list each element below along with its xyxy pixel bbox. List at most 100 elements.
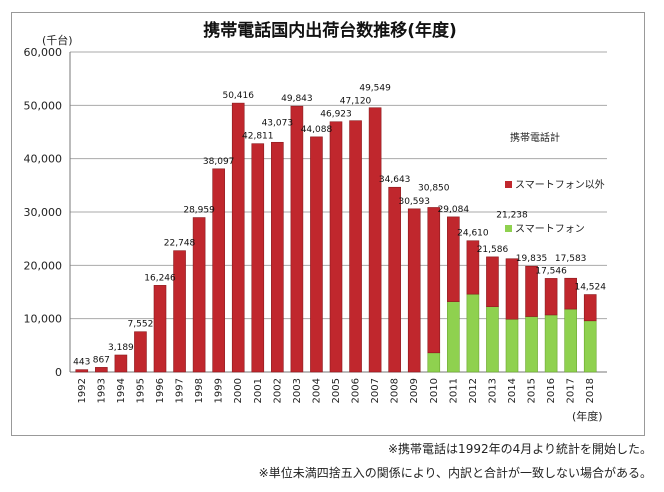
x-tick-label: 2004: [311, 378, 322, 403]
data-label-1994: 3,189: [108, 343, 134, 353]
x-tick-label: 2014: [507, 378, 518, 403]
x-tick-label: 2013: [487, 378, 498, 403]
legend-swatch-smartphone: [505, 225, 512, 232]
y-axis-unit-label: (千台): [42, 33, 73, 47]
y-tick-label: 50,000: [24, 99, 63, 112]
x-tick-label: 2015: [527, 378, 538, 403]
legend-title: 携帯電話計: [510, 131, 560, 144]
x-tick-label: 2010: [429, 378, 440, 403]
y-tick-label: 0: [55, 366, 62, 379]
footnote-2: ※単位未満四捨五入の関係により、内訳と合計が一致しない場合がある。: [258, 466, 652, 480]
bar-other-2000: [231, 102, 245, 373]
bar-other-1994: [114, 354, 128, 373]
data-label-2012: 24,610: [457, 229, 489, 239]
bar-other-1999: [212, 168, 225, 373]
y-tick-label: 20,000: [24, 259, 63, 272]
bar-other-2013: [486, 256, 499, 307]
bar-other-2002: [271, 141, 284, 373]
x-tick-label: 1993: [96, 378, 107, 403]
y-tick-label: 40,000: [24, 153, 63, 166]
legend-label-other: スマートフォン以外: [515, 179, 605, 191]
data-label-2013: 21,586: [477, 245, 509, 255]
bar-smartphone-2015: [525, 316, 538, 373]
data-label-1997: 22,748: [164, 239, 196, 249]
x-tick-label: 2008: [390, 378, 401, 403]
x-tick-label: 1997: [175, 378, 186, 403]
data-label-2009: 30,593: [398, 197, 430, 207]
data-label-2007: 49,549: [359, 84, 391, 94]
data-label-2001: 42,811: [242, 132, 274, 142]
x-tick-label: 1992: [77, 378, 88, 403]
bar-smartphone-2017: [564, 308, 577, 373]
bar-smartphone-2010: [427, 352, 441, 373]
bar-other-2010: [427, 207, 441, 354]
bar-other-2004: [310, 136, 323, 373]
y-tick-label: 60,000: [24, 46, 63, 59]
data-label-2017: 17,583: [555, 254, 587, 264]
bar-other-2003: [290, 105, 304, 373]
x-tick-label: 2011: [448, 378, 459, 403]
data-label-2002: 43,073: [262, 118, 294, 128]
data-label-2014: 21,238: [496, 211, 528, 221]
data-label-2004: 44,088: [301, 125, 333, 135]
data-label-1993: 867: [93, 355, 110, 365]
bar-other-1995: [134, 331, 147, 373]
x-tick-label: 2001: [253, 378, 264, 403]
data-label-2006: 47,120: [340, 97, 372, 107]
bar-other-2015: [525, 265, 538, 317]
y-tick-label: 10,000: [24, 313, 63, 326]
data-label-2003: 49,843: [281, 94, 313, 104]
x-tick-label: 2018: [585, 378, 596, 403]
bar-smartphone-2018: [583, 320, 597, 373]
bar-other-2018: [583, 294, 597, 322]
bar-other-1992: [75, 369, 89, 373]
x-tick-label: 2000: [233, 378, 244, 403]
bar-other-1996: [153, 285, 167, 373]
data-label-2016: 17,546: [535, 266, 567, 276]
data-label-2011: 29,084: [438, 205, 470, 215]
x-tick-label: 2007: [370, 378, 381, 403]
footnote-1: ※携帯電話は1992年の4月より統計を開始した。: [388, 442, 652, 456]
bar-other-2006: [349, 120, 362, 373]
bar-other-2001: [251, 143, 265, 373]
data-label-2008: 34,643: [379, 175, 411, 185]
bar-other-2016: [544, 278, 558, 316]
x-axis-label: (年度): [572, 409, 603, 423]
data-label-1998: 28,959: [183, 206, 215, 216]
bar-smartphone-2016: [544, 314, 558, 373]
data-label-2018: 14,524: [574, 283, 606, 293]
data-label-2015: 19,835: [516, 254, 548, 264]
x-tick-label: 2009: [409, 378, 420, 403]
legend-swatch-other: [505, 181, 512, 188]
x-tick-label: 1994: [116, 378, 127, 403]
bar-other-2009: [407, 208, 421, 373]
bar-smartphone-2013: [486, 306, 499, 373]
x-tick-label: 1999: [214, 378, 225, 403]
x-tick-label: 2005: [331, 378, 342, 403]
bar-other-2017: [564, 277, 577, 310]
legend-label-smartphone: スマートフォン: [515, 224, 585, 235]
bar-other-2012: [466, 240, 480, 295]
x-tick-label: 1995: [135, 378, 146, 403]
x-tick-label: 2017: [566, 378, 577, 403]
bar-smartphone-2011: [447, 301, 460, 373]
x-tick-label: 1998: [194, 378, 205, 403]
chart-title: 携帯電話国内出荷台数推移(年度): [203, 20, 457, 41]
bar-other-1993: [95, 367, 108, 373]
data-label-2010: 30,850: [418, 183, 450, 193]
data-label-2005: 46,923: [320, 110, 352, 120]
bar-smartphone-2012: [466, 293, 480, 373]
data-label-1995: 7,552: [128, 320, 154, 330]
data-label-2000: 50,416: [222, 91, 254, 101]
x-tick-label: 1996: [155, 378, 166, 403]
x-tick-label: 2003: [292, 378, 303, 403]
data-label-1999: 38,097: [203, 157, 235, 167]
bar-other-2011: [447, 216, 460, 302]
chart-frame: [11, 12, 645, 436]
bar-other-1997: [173, 250, 186, 373]
bar-other-2014: [505, 258, 519, 320]
x-tick-label: 2016: [546, 378, 557, 403]
bar-smartphone-2014: [505, 318, 519, 373]
data-label-1996: 16,246: [144, 273, 176, 283]
